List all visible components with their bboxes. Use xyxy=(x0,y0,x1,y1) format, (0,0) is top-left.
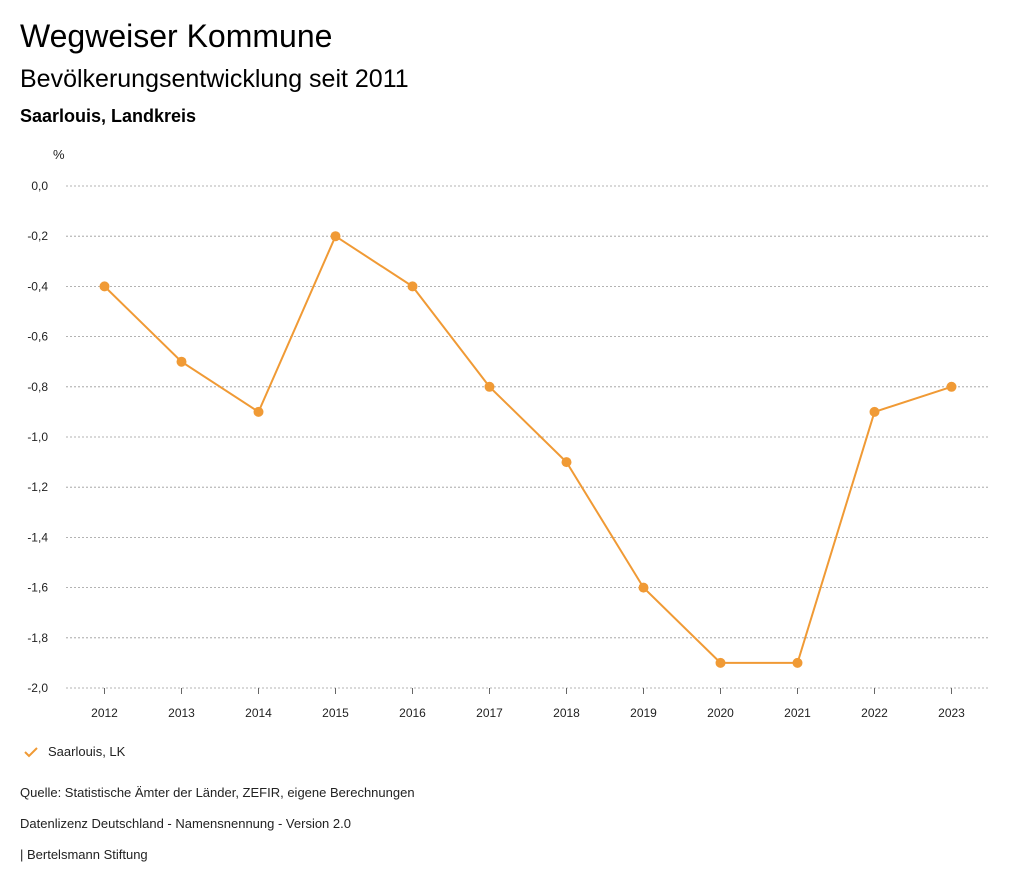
y-tick-label: -1,4 xyxy=(27,530,48,544)
data-point xyxy=(561,457,572,468)
data-point xyxy=(253,406,264,417)
x-tick-label: 2014 xyxy=(245,706,272,720)
y-axis-label: % xyxy=(53,147,65,162)
x-tick-label: 2015 xyxy=(322,706,349,720)
x-tick-label: 2019 xyxy=(630,706,657,720)
x-tick-label: 2012 xyxy=(91,706,118,720)
region-name: Saarlouis, Landkreis xyxy=(20,106,197,126)
x-tick-label: 2013 xyxy=(168,706,195,720)
y-tick-label: 0,0 xyxy=(31,179,48,193)
x-tick-label: 2018 xyxy=(553,706,580,720)
page-title: Wegweiser Kommune xyxy=(20,18,333,54)
x-tick-label: 2023 xyxy=(938,706,965,720)
y-tick-label: -0,6 xyxy=(27,330,48,344)
y-tick-label: -1,2 xyxy=(27,480,48,494)
chart-subtitle: Bevölkerungsentwicklung seit 2011 xyxy=(20,65,409,93)
x-tick-label: 2017 xyxy=(476,706,503,720)
x-tick-label: 2016 xyxy=(399,706,426,720)
data-point xyxy=(176,356,187,367)
x-tick-label: 2020 xyxy=(707,706,734,720)
x-tick-label: 2022 xyxy=(861,706,888,720)
y-tick-label: -1,8 xyxy=(27,631,48,645)
data-point xyxy=(484,381,495,392)
y-tick-label: -1,0 xyxy=(27,430,48,444)
y-tick-label: -0,2 xyxy=(27,229,48,243)
legend[interactable]: Saarlouis, LK xyxy=(24,744,125,759)
y-tick-label: -0,8 xyxy=(27,380,48,394)
data-point xyxy=(792,657,803,668)
data-point xyxy=(946,381,957,392)
data-point xyxy=(638,582,649,593)
data-point xyxy=(715,657,726,668)
data-point xyxy=(330,231,341,242)
y-tick-label: -0,4 xyxy=(27,279,48,293)
source-text: Quelle: Statistische Ämter der Länder, Z… xyxy=(20,785,415,800)
line-chart: % 0,0 -0,2 -0,4 -0,6 -0,8 -1,0 -1,2 -1,4 -1,6 -1,8… xyxy=(27,147,990,720)
check-icon xyxy=(24,746,38,757)
license-text: Datenlizenz Deutschland - Namensnennung … xyxy=(20,816,351,831)
data-point xyxy=(99,281,110,292)
organization-text: | Bertelsmann Stiftung xyxy=(20,847,148,862)
data-point xyxy=(407,281,418,292)
x-tick-label: 2021 xyxy=(784,706,811,720)
data-point xyxy=(869,406,880,417)
legend-label: Saarlouis, LK xyxy=(48,744,126,759)
y-tick-label: -1,6 xyxy=(27,581,48,595)
y-tick-label: -2,0 xyxy=(27,681,48,695)
series-line xyxy=(103,234,952,664)
